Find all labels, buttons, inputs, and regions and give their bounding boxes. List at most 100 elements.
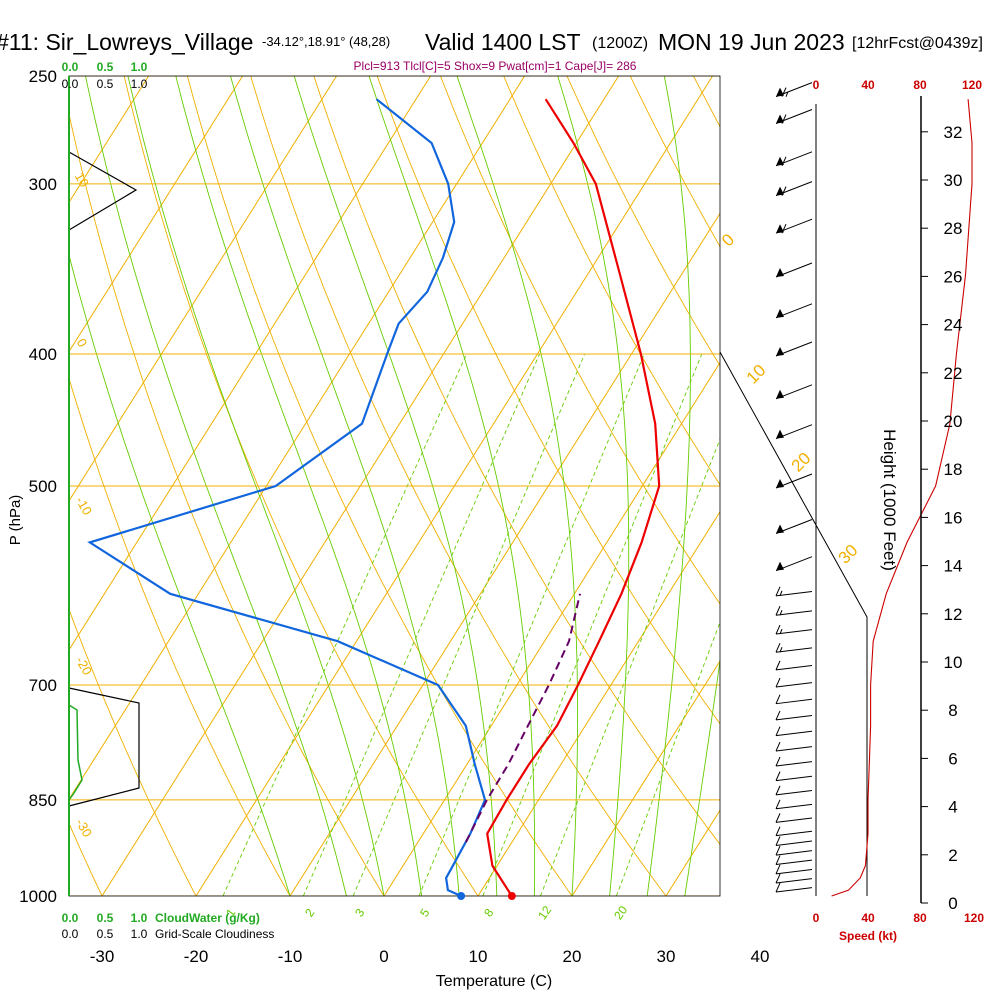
wind-barb-full [775, 660, 781, 671]
dry-adiabat [69, 822, 103, 896]
wind-barb-full [775, 813, 781, 823]
wind-barb-staff [775, 850, 813, 856]
wind-speed-line [831, 99, 973, 897]
wind-barb-staff [775, 610, 813, 616]
wind-barb [775, 785, 813, 796]
dry-adiabat [566, 76, 720, 367]
wind-barb-full [775, 694, 781, 704]
moist-adiabat [293, 76, 498, 896]
height-tick-label: 22 [944, 364, 963, 383]
x-axis-title: Temperature (C) [436, 973, 552, 990]
wind-barb-full [775, 677, 781, 688]
isotherm-line [760, 76, 1000, 896]
wind-barb-staff [775, 698, 813, 705]
cloudiness-tick-bottom: 0.0 [62, 927, 79, 941]
temperature-tick-label: 0 [379, 947, 388, 966]
wind-barb-full [781, 87, 787, 97]
dry-adiabat [313, 76, 720, 846]
pressure-tick-label: 300 [29, 175, 57, 194]
mixing-ratio-label: 3 [352, 906, 367, 920]
wind-barb-staff [775, 730, 813, 737]
moist-adiabat [368, 76, 536, 896]
speed-tick-bottom: 40 [861, 911, 875, 925]
wind-barb-flag [776, 186, 784, 196]
wind-barb [775, 643, 813, 653]
wind-barb [775, 151, 813, 167]
wind-barb-full [775, 624, 781, 635]
temperature-tick-label: -10 [278, 947, 303, 966]
mixing-ratio-label: 2 [302, 906, 317, 920]
wind-barb-full [775, 586, 781, 597]
height-tick-label: 4 [948, 798, 957, 817]
wind-barb-half [785, 91, 789, 97]
moist-adiabat [646, 76, 691, 896]
wind-barb-staff [775, 761, 813, 767]
dry-adiabat [757, 76, 1000, 925]
wind-barb-staff [775, 817, 813, 823]
overlay-layer [68, 76, 140, 896]
wind-barb [775, 882, 813, 893]
isotherm-label: 20 [788, 449, 815, 476]
cloudiness-label: Grid-Scale Cloudiness [155, 927, 274, 941]
cloudwater-tick-bottom: 0.5 [97, 911, 114, 925]
wind-barb-full [775, 726, 781, 736]
wind-barb [775, 660, 813, 671]
dry-adiabat [186, 76, 573, 896]
wind-barb [775, 710, 813, 721]
wind-barb-full [781, 223, 787, 234]
height-axis-title: Height (1000 Feet) [880, 429, 899, 571]
moist-adiabat [456, 76, 579, 896]
wind-barb [775, 473, 813, 489]
speed-axis-title: Speed (kt) [839, 929, 897, 943]
wind-barb [775, 262, 813, 278]
station-title: #11: Sir_Lowreys_Village [0, 29, 253, 55]
wind-barb [775, 218, 813, 234]
isotherm-label: 0 [718, 230, 738, 250]
valid-date: MON 19 Jun 2023 [658, 29, 845, 55]
mixing-ratio-label: 12 [535, 903, 554, 922]
wind-barb-full [775, 845, 781, 856]
mixing-ratio-line [615, 621, 720, 896]
height-tick-label: 24 [944, 316, 963, 335]
dry-adiabat [503, 76, 720, 486]
isotherm-label: 30 [835, 541, 862, 568]
wind-barb-half [779, 590, 783, 597]
speed-tick-bottom: 80 [913, 911, 927, 925]
pressure-tick-label: 250 [29, 67, 57, 86]
wind-barb [775, 864, 813, 875]
mixing-ratio-label: 5 [417, 906, 432, 920]
wind-barb [775, 341, 813, 357]
wind-barb-flag [776, 87, 784, 97]
stability-indices: Plcl=913 Tlcl[C]=5 Shox=9 Pwat[cm]=1 Cap… [354, 59, 637, 73]
wind-barb-flag [776, 308, 784, 318]
wind-barb-full [775, 864, 781, 875]
moist-adiabat [230, 76, 460, 896]
dry-adiabat [250, 76, 667, 896]
pressure-tick-label: 850 [29, 791, 57, 810]
wind-barb-staff [775, 664, 813, 671]
temperature-tick-label: 20 [563, 947, 582, 966]
wind-barb-flag [776, 524, 784, 534]
cloudiness-tick-bottom: 1.0 [131, 927, 148, 941]
inner-isotherm-label: 10 [72, 170, 92, 190]
dry-adiabat [69, 377, 291, 896]
wind-barb-full [775, 606, 781, 616]
speed-tick-top: 120 [962, 78, 982, 92]
inner-isotherm-label: -20 [73, 654, 95, 678]
cloudwater-tick-top: 0.0 [62, 60, 79, 74]
mixing-ratio-line [418, 353, 645, 896]
wind-barb [775, 694, 813, 705]
height-tick-label: 20 [944, 412, 963, 431]
height-tick-label: 28 [944, 219, 963, 238]
surface-dewpoint-dot [457, 892, 466, 900]
mixing-ratio-label: 20 [611, 903, 630, 922]
wind-barb-staff [775, 746, 813, 752]
wind-barb [775, 855, 813, 866]
dry-adiabat [123, 76, 479, 896]
wind-barb [775, 606, 813, 616]
forecast-info: [12hrFcst@0439z] [852, 35, 983, 52]
wind-barb [775, 836, 813, 846]
wind-barb [775, 726, 813, 737]
height-tick-label: 32 [944, 123, 963, 142]
